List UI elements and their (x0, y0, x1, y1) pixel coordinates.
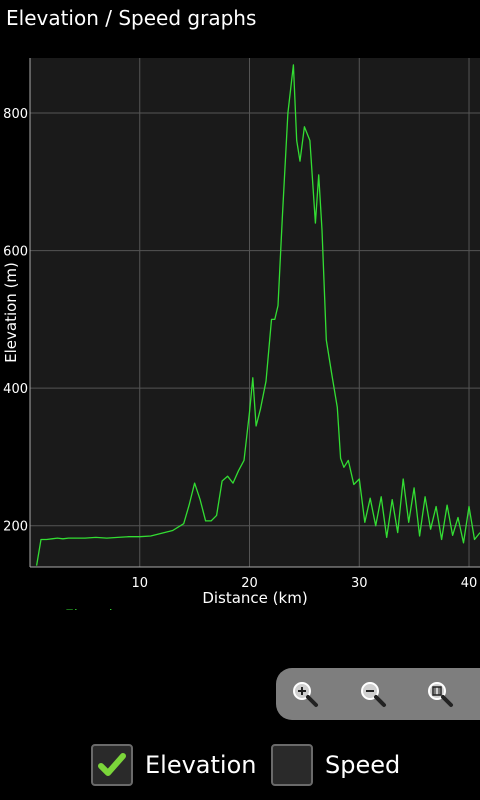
zoom-in-icon (293, 682, 318, 707)
y-tick-label: 400 (3, 382, 28, 397)
plot-area (30, 58, 480, 567)
speed-toggle[interactable]: Speed (271, 741, 400, 789)
x-axis-label: Distance (km) (202, 589, 307, 607)
elevation-series-line (35, 64, 480, 566)
y-tick-label: 600 (3, 245, 28, 260)
x-tick-label: 20 (241, 576, 258, 591)
zoom-out-button[interactable] (356, 677, 390, 711)
elevation-toggle[interactable]: Elevation (91, 741, 256, 789)
elevation-chart[interactable]: 10 20 30 40 200 400 600 800 Distance (km) Elevati… (0, 50, 480, 610)
elevation-checkbox[interactable] (91, 744, 133, 786)
y-axis-label: Elevation (m) (2, 262, 20, 363)
speed-checkbox[interactable] (271, 744, 313, 786)
zoom-fit-icon (428, 682, 453, 707)
x-tick-label: 10 (131, 576, 148, 591)
checkmark-icon (98, 753, 126, 776)
elevation-toggle-label: Elevation (145, 751, 257, 779)
zoom-in-button[interactable] (288, 677, 322, 711)
zoom-out-icon (361, 682, 386, 707)
x-tick-label: 30 (351, 576, 368, 591)
y-tick-label: 200 (3, 520, 28, 535)
speed-toggle-label: Speed (325, 751, 401, 779)
y-tick-label: 800 (3, 107, 28, 122)
page-title: Elevation / Speed graphs (6, 6, 257, 30)
zoom-fit-button[interactable] (423, 677, 457, 711)
x-tick-label: 40 (461, 576, 478, 591)
zoom-controls (276, 668, 480, 720)
legend-label-elevation: Elevation (65, 608, 130, 610)
